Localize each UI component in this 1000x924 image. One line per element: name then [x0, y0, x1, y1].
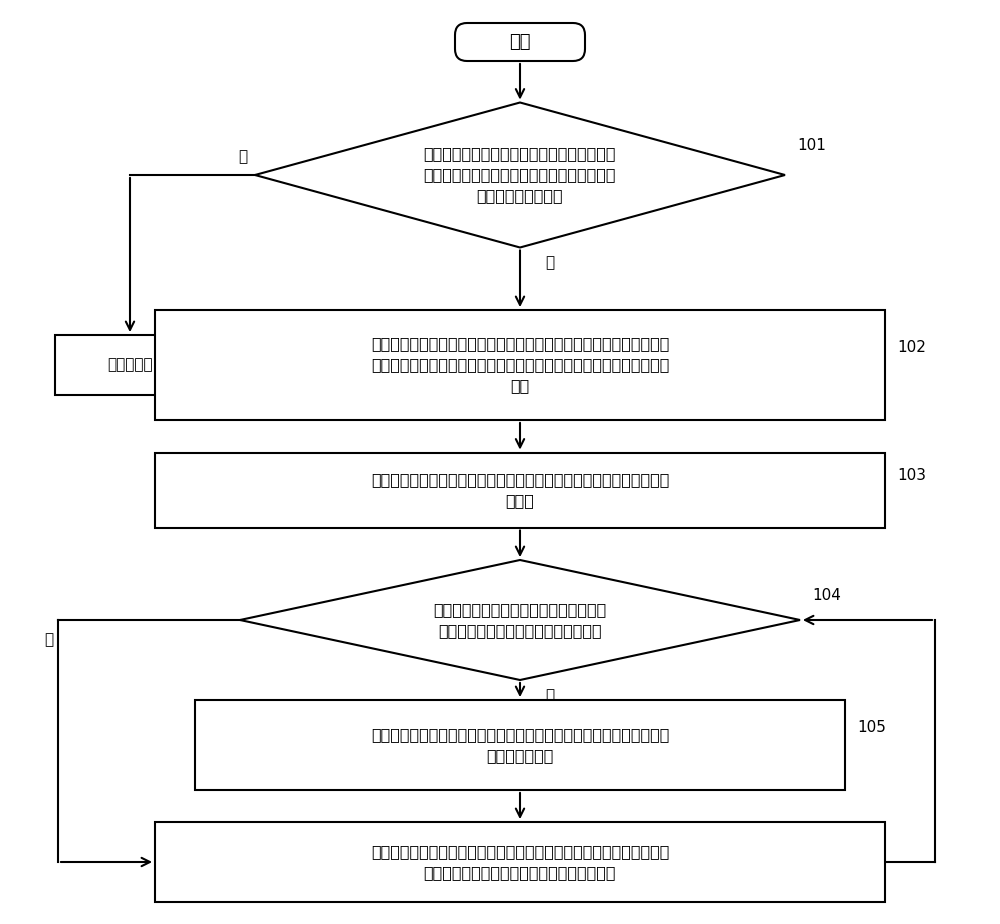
Text: 103: 103: [897, 468, 926, 482]
Text: 电力巡检设备调整吊舱的姿态，以使高温目标始终处于可见光摄像头预
设的视场区域内: 电力巡检设备调整吊舱的姿态，以使高温目标始终处于可见光摄像头预 设的视场区域内: [371, 727, 669, 763]
Polygon shape: [255, 103, 785, 248]
Bar: [55, 335, 205, 395]
Text: 是: 是: [44, 633, 53, 648]
Bar: [195, 700, 845, 790]
Text: 否: 否: [545, 688, 554, 703]
Text: 电力巡检设备获取该目标检测图像的下一帧检测图像作为新的目标检测
图像，跟踪高温目标在目标检测图像中的位置: 电力巡检设备获取该目标检测图像的下一帧检测图像作为新的目标检测 图像，跟踪高温目…: [371, 844, 669, 880]
FancyBboxPatch shape: [455, 23, 585, 61]
Text: 电力巡检设备判断高温目标在目标检测图
像中的位置是否处于预设的图像区域内: 电力巡检设备判断高温目标在目标检测图 像中的位置是否处于预设的图像区域内: [433, 602, 607, 638]
Bar: [155, 822, 885, 902]
Text: 104: 104: [812, 588, 841, 602]
Text: 105: 105: [857, 720, 886, 735]
Text: 102: 102: [897, 339, 926, 355]
Bar: [155, 310, 885, 420]
Text: 101: 101: [797, 138, 826, 152]
Text: 是: 是: [545, 256, 554, 271]
Text: 电力巡检设备控制红外摄像头采集红外图像，
并判断红外图像中是否存在温度值高于预设的
温度阈值的高温目标: 电力巡检设备控制红外摄像头采集红外图像， 并判断红外图像中是否存在温度值高于预设…: [424, 147, 616, 203]
Text: 电力巡检设备获取可见光摄像头采集到的多帧可见光图像中包含高温目
标的第一帧可见光图像，并确定高温目标在第一帧可见光图像中的目标
位置: 电力巡检设备获取可见光摄像头采集到的多帧可见光图像中包含高温目 标的第一帧可见光…: [371, 336, 669, 394]
Text: 开始: 开始: [509, 33, 531, 51]
Polygon shape: [240, 560, 800, 680]
Text: 电力巡检设备以目标位置为初始位置，跟踪高温目标在目标检测图像中
的位置: 电力巡检设备以目标位置为初始位置，跟踪高温目标在目标检测图像中 的位置: [371, 472, 669, 508]
Text: 否: 否: [238, 150, 247, 164]
Text: 结束本流程: 结束本流程: [107, 358, 153, 372]
Bar: [155, 453, 885, 528]
